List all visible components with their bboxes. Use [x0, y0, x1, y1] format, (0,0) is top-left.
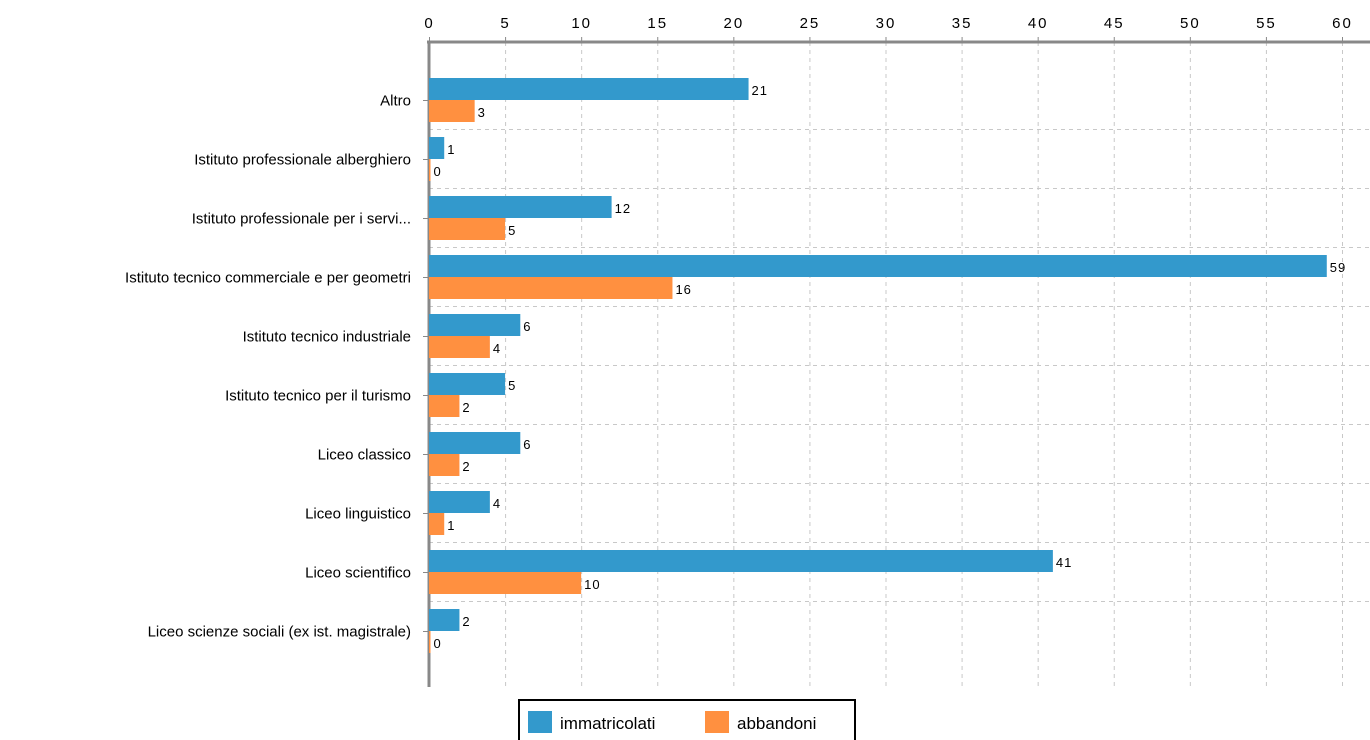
bar-abbandoni — [429, 631, 431, 653]
data-label-abbandoni: 3 — [478, 105, 486, 120]
x-tick-label: 35 — [952, 15, 973, 32]
x-tick-label: 30 — [876, 15, 897, 32]
data-label-abbandoni: 2 — [462, 400, 470, 415]
data-label-abbandoni: 0 — [434, 636, 442, 651]
x-tick-label: 25 — [800, 15, 821, 32]
x-tick-label: 60 — [1332, 15, 1353, 32]
x-tick-label: 50 — [1180, 15, 1201, 32]
bar-abbandoni — [429, 513, 445, 535]
bar-immatricolati — [429, 550, 1053, 572]
category-label: Istituto professionale per i servi... — [192, 211, 411, 228]
data-label-immatricolati: 12 — [615, 201, 631, 216]
data-label-immatricolati: 1 — [447, 142, 455, 157]
bars — [429, 78, 1327, 653]
x-tick-label: 10 — [571, 15, 592, 32]
bar-abbandoni — [429, 277, 673, 299]
bar-abbandoni — [429, 218, 506, 240]
bar-immatricolati — [429, 137, 445, 159]
data-label-immatricolati: 4 — [493, 496, 501, 511]
category-label: Liceo scienze sociali (ex ist. magistral… — [148, 624, 411, 641]
x-tick-label: 45 — [1104, 15, 1125, 32]
bar-abbandoni — [429, 395, 460, 417]
data-label-abbandoni: 10 — [584, 577, 600, 592]
bar-abbandoni — [429, 572, 582, 594]
data-label-immatricolati: 6 — [523, 437, 531, 452]
data-label-abbandoni: 5 — [508, 223, 516, 238]
bar-immatricolati — [429, 373, 506, 395]
bar-immatricolati — [429, 78, 749, 100]
data-label-immatricolati: 6 — [523, 319, 531, 334]
bar-immatricolati — [429, 491, 490, 513]
grid-lines — [429, 42, 1370, 687]
data-label-abbandoni: 4 — [493, 341, 501, 356]
x-axis-tick-labels: 0 5 10 15 20 25 30 35 40 45 50 55 60 — [424, 15, 1353, 32]
x-tick-label: 15 — [647, 15, 668, 32]
bar-abbandoni — [429, 454, 460, 476]
data-label-immatricolati: 21 — [752, 83, 768, 98]
category-label: Istituto tecnico industriale — [243, 329, 411, 346]
x-tick-label: 20 — [723, 15, 744, 32]
category-label: Istituto tecnico commerciale e per geome… — [125, 270, 411, 287]
bar-immatricolati — [429, 196, 612, 218]
data-label-immatricolati: 5 — [508, 378, 516, 393]
data-label-immatricolati: 41 — [1056, 555, 1072, 570]
legend: immatricolati abbandoni — [518, 699, 856, 740]
category-labels: Altro Istituto professionale alberghiero I… — [125, 93, 411, 641]
category-label: Liceo linguistico — [305, 506, 411, 523]
category-label: Altro — [380, 93, 411, 110]
x-tick-label: 40 — [1028, 15, 1049, 32]
data-label-abbandoni: 2 — [462, 459, 470, 474]
bar-abbandoni — [429, 159, 431, 181]
category-label: Istituto tecnico per il turismo — [225, 388, 411, 405]
x-tick-label: 5 — [500, 15, 510, 32]
bar-immatricolati — [429, 255, 1327, 277]
legend-label-abbandoni: abbandoni — [737, 714, 816, 733]
category-label: Liceo classico — [318, 447, 411, 464]
data-label-immatricolati: 59 — [1330, 260, 1346, 275]
bar-immatricolati — [429, 609, 460, 631]
bar-abbandoni — [429, 100, 475, 122]
bar-immatricolati — [429, 432, 521, 454]
category-label: Liceo scientifico — [305, 565, 411, 582]
legend-swatch-immatricolati — [528, 711, 552, 733]
legend-swatch-abbandoni — [705, 711, 729, 733]
legend-label-immatricolati: immatricolati — [560, 714, 655, 733]
data-label-abbandoni: 16 — [675, 282, 691, 297]
x-tick-label: 55 — [1256, 15, 1277, 32]
category-label: Istituto professionale alberghiero — [194, 152, 411, 169]
x-tick-label: 0 — [424, 15, 434, 32]
bar-immatricolati — [429, 314, 521, 336]
data-label-immatricolati: 2 — [462, 614, 470, 629]
legend-box — [518, 699, 856, 740]
data-label-abbandoni: 1 — [447, 518, 455, 533]
bar-abbandoni — [429, 336, 490, 358]
data-label-abbandoni: 0 — [434, 164, 442, 179]
